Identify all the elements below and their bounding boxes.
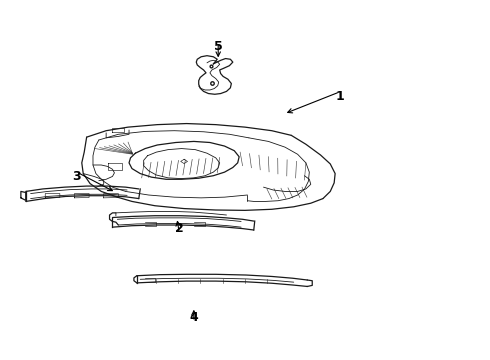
Text: 5: 5 [214,40,222,53]
Text: 4: 4 [190,311,198,324]
Text: 1: 1 [336,90,344,103]
Text: 3: 3 [73,170,81,183]
Text: 2: 2 [175,222,184,235]
